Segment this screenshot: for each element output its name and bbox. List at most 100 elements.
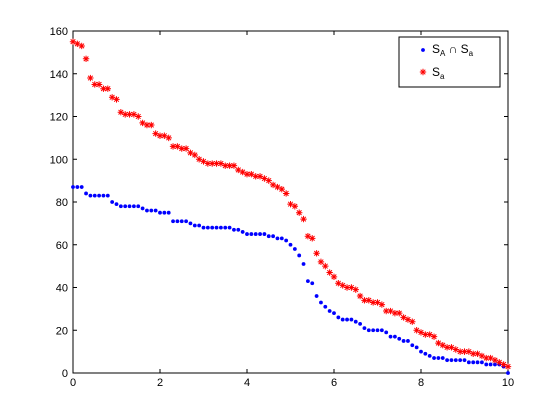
- data-point-series-1: [436, 356, 441, 360]
- data-point-series-2: [348, 284, 355, 291]
- data-point-series-1: [358, 321, 362, 326]
- data-point-series-1: [79, 185, 84, 189]
- data-point-series-1: [145, 208, 149, 213]
- data-point-series-2: [500, 361, 507, 368]
- data-point-series-2: [78, 42, 85, 50]
- data-point-series-1: [279, 236, 284, 241]
- data-point-series-1: [449, 358, 454, 363]
- data-point-series-1: [332, 311, 336, 316]
- data-point-series-2: [448, 344, 455, 351]
- data-point-series-1: [445, 358, 449, 363]
- data-point-series-2: [456, 348, 464, 355]
- legend-label-series-1-sub-b: a: [469, 49, 474, 58]
- x-tick-label: 4: [244, 377, 250, 389]
- data-point-series-2: [130, 111, 138, 118]
- data-point-series-2: [409, 318, 416, 325]
- data-point-series-1: [223, 225, 228, 230]
- data-point-series-2: [487, 354, 494, 362]
- data-point-series-2: [126, 111, 133, 118]
- data-point-series-1: [314, 294, 319, 298]
- data-point-series-2: [182, 145, 190, 152]
- data-point-series-1: [306, 279, 310, 283]
- legend-label-series-2: Sa: [432, 65, 445, 81]
- data-point-series-2: [378, 301, 386, 308]
- data-point-series-2: [430, 333, 438, 340]
- data-point-series-2: [352, 286, 359, 293]
- data-point-series-1: [266, 234, 271, 239]
- legend-label-series-2-main: S: [432, 65, 440, 79]
- data-point-series-2: [269, 181, 277, 189]
- data-point-series-2: [200, 158, 207, 165]
- x-tick-label: 2: [157, 377, 163, 389]
- data-point-series-2: [383, 307, 390, 315]
- y-tick-label: 0: [62, 368, 68, 380]
- data-point-series-1: [84, 191, 88, 196]
- x-tick-label: 0: [70, 377, 76, 389]
- data-point-series-2: [391, 309, 399, 317]
- legend-marker-series-2: [419, 68, 427, 76]
- y-tick-label: 100: [50, 154, 68, 166]
- data-point-series-2: [426, 331, 433, 338]
- data-point-series-1: [171, 219, 175, 224]
- data-point-series-2: [304, 233, 312, 240]
- data-point-series-2: [74, 40, 81, 48]
- data-point-series-2: [374, 299, 381, 306]
- data-point-series-1: [393, 334, 397, 339]
- data-point-series-2: [213, 160, 220, 167]
- data-point-series-1: [249, 232, 254, 236]
- data-point-series-1: [384, 330, 389, 335]
- data-point-series-1: [353, 319, 358, 324]
- data-point-series-2: [365, 297, 372, 304]
- data-point-series-1: [340, 317, 345, 322]
- data-point-series-1: [401, 339, 406, 343]
- data-point-series-2: [400, 314, 407, 321]
- data-point-series-1: [97, 193, 101, 198]
- data-point-series-2: [248, 171, 255, 178]
- data-point-series-2: [439, 342, 446, 349]
- data-point-series-2: [339, 282, 346, 289]
- data-point-series-2: [156, 132, 164, 139]
- data-point-series-2: [187, 149, 194, 157]
- data-point-series-1: [310, 281, 315, 286]
- data-point-series-2: [265, 177, 272, 184]
- data-point-series-2: [230, 162, 238, 169]
- data-point-series-2: [195, 156, 203, 163]
- data-point-series-2: [256, 173, 264, 180]
- data-point-series-2: [152, 130, 159, 137]
- data-point-series-1: [397, 336, 402, 341]
- data-point-series-1: [493, 362, 497, 367]
- data-point-series-1: [480, 360, 484, 365]
- data-point-series-1: [88, 193, 93, 198]
- data-point-series-1: [323, 304, 328, 309]
- y-tick-label: 120: [50, 112, 68, 124]
- data-point-series-1: [349, 317, 354, 322]
- data-point-series-2: [209, 160, 216, 167]
- data-point-series-2: [174, 143, 181, 150]
- data-point-series-1: [114, 202, 119, 207]
- data-point-series-2: [470, 350, 477, 357]
- data-point-series-1: [110, 200, 115, 204]
- data-point-series-1: [71, 185, 75, 189]
- data-point-series-1: [440, 356, 445, 360]
- data-point-series-2: [452, 346, 459, 353]
- legend-marker-star: [419, 68, 427, 76]
- data-point-series-2: [335, 280, 342, 287]
- data-point-series-1: [371, 328, 376, 333]
- data-point-series-2: [139, 119, 146, 127]
- data-point-series-1: [205, 225, 210, 230]
- y-tick-label: 140: [50, 69, 68, 81]
- data-point-series-2: [217, 160, 225, 167]
- data-point-series-1: [192, 223, 197, 228]
- data-point-series-2: [404, 316, 412, 323]
- data-point-series-2: [87, 74, 94, 82]
- data-point-series-2: [282, 190, 290, 197]
- legend: SA ∩ Sa Sa: [398, 36, 501, 88]
- data-point-series-1: [388, 334, 393, 339]
- data-point-series-2: [330, 273, 338, 281]
- data-point-series-2: [261, 175, 268, 182]
- data-point-series-2: [474, 350, 481, 357]
- data-point-series-2: [148, 121, 155, 129]
- data-point-series-1: [132, 204, 136, 209]
- data-point-series-2: [287, 200, 294, 208]
